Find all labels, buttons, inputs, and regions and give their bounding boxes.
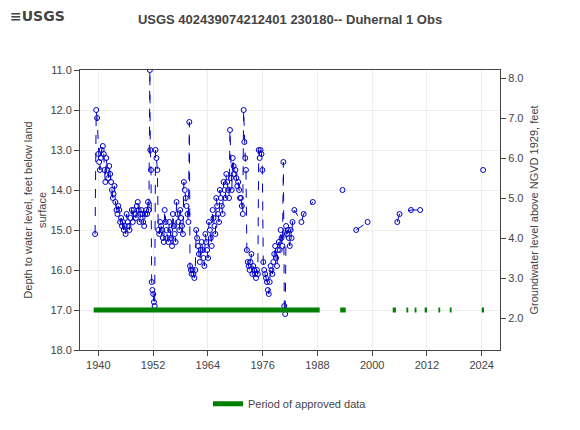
svg-text:16.0: 16.0 [50,264,71,276]
svg-text:2000: 2000 [360,359,384,371]
svg-text:1976: 1976 [250,359,274,371]
svg-text:2024: 2024 [469,359,493,371]
svg-text:1964: 1964 [196,359,220,371]
svg-text:2012: 2012 [415,359,439,371]
svg-text:Groundwater level above NGVD 1: Groundwater level above NGVD 1929, feet [528,105,540,314]
svg-text:8.0: 8.0 [508,72,523,84]
svg-text:18.0: 18.0 [50,344,71,356]
svg-text:≡USGS: ≡USGS [10,8,65,24]
svg-text:3.0: 3.0 [508,272,523,284]
svg-text:1952: 1952 [141,359,165,371]
svg-text:11.0: 11.0 [51,64,72,76]
svg-text:12.0: 12.0 [50,104,71,116]
svg-text:2.0: 2.0 [508,312,523,324]
svg-text:15.0: 15.0 [50,224,71,236]
svg-text:13.0: 13.0 [50,144,71,156]
svg-text:14.0: 14.0 [50,184,71,196]
svg-text:1988: 1988 [305,359,329,371]
svg-text:USGS 402439074212401 230180--: USGS 402439074212401 230180-- Duhernal 1… [138,12,442,27]
svg-text:5.0: 5.0 [508,192,523,204]
svg-text:17.0: 17.0 [50,304,71,316]
svg-text:7.0: 7.0 [508,112,523,124]
svg-text:6.0: 6.0 [508,152,523,164]
svg-text:Period of approved data: Period of approved data [248,398,366,410]
svg-text:Depth to water level, feet bel: Depth to water level, feet below landsur… [22,121,48,298]
svg-text:1940: 1940 [86,359,110,371]
svg-text:4.0: 4.0 [508,232,523,244]
